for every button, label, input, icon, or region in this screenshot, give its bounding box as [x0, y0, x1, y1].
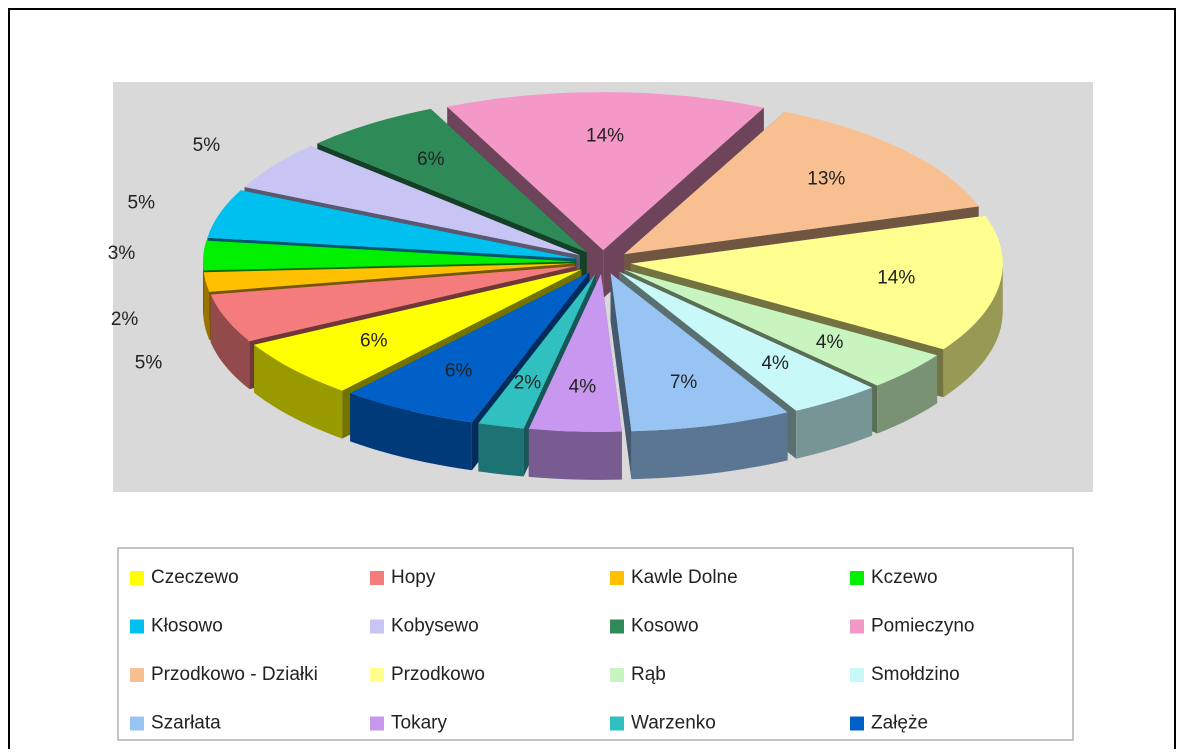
slice — [210, 266, 577, 342]
legend-label: Czeczewo — [151, 567, 239, 588]
legend-label: Rąb — [631, 664, 666, 685]
slice-side — [610, 273, 632, 480]
slice-wall — [203, 272, 210, 340]
legend-swatch — [130, 619, 144, 634]
slice-wall — [350, 393, 472, 471]
legend-swatch — [610, 571, 624, 585]
slice-wall — [210, 294, 250, 390]
data-label: 2% — [514, 372, 542, 393]
legend-swatch — [610, 668, 624, 682]
slice — [207, 190, 577, 259]
legend-label: Warzenko — [631, 713, 716, 734]
legend-label: Smołdzino — [871, 664, 960, 685]
legend-label: Kczewo — [871, 567, 938, 588]
data-label: 5% — [193, 135, 221, 156]
slice — [624, 111, 979, 255]
slice-wall — [528, 428, 622, 480]
legend-label: Kawle Dolne — [631, 567, 738, 588]
legend-label: Przodkowo — [391, 664, 485, 685]
slice-wall — [877, 355, 938, 434]
chart-border — [8, 8, 1176, 754]
legend-label: Tokary — [391, 713, 447, 734]
slice — [528, 273, 622, 432]
legend-label: Szarłata — [151, 713, 221, 734]
data-label: 6% — [417, 149, 445, 170]
legend-swatch — [370, 571, 384, 585]
legend-swatch — [130, 668, 144, 682]
slice — [447, 92, 764, 251]
slice-wall — [254, 344, 343, 439]
slice — [317, 108, 587, 253]
legend-label: Kosowo — [631, 616, 699, 637]
slice — [350, 272, 590, 423]
legend-swatch — [850, 668, 864, 682]
legend-label: Pomieczyno — [871, 616, 975, 637]
legend-swatch — [130, 716, 144, 731]
legend-label: Przodkowo - Działki — [151, 664, 318, 685]
slice-wall — [478, 423, 524, 477]
slice — [203, 240, 575, 271]
legend-swatch — [370, 668, 384, 682]
slice — [610, 273, 788, 432]
slice — [619, 271, 873, 411]
legend-swatch — [130, 571, 144, 585]
slice — [478, 273, 596, 429]
slice — [254, 269, 582, 391]
slice-wall — [796, 387, 873, 459]
legend-swatch — [850, 571, 864, 585]
slice — [624, 269, 938, 386]
slice — [244, 146, 580, 256]
legend-label: Kłosowo — [151, 616, 223, 637]
legend-label: Kobysewo — [391, 616, 479, 637]
data-label: 4% — [569, 376, 597, 397]
data-label: 14% — [877, 268, 915, 289]
data-label: 3% — [108, 243, 136, 264]
data-label: 4% — [816, 332, 844, 353]
legend-label: Załęże — [871, 713, 928, 734]
legend-swatch — [610, 619, 624, 634]
data-label: 6% — [360, 330, 388, 351]
data-label: 4% — [761, 353, 789, 374]
legend-swatch — [610, 716, 624, 731]
data-label: 5% — [135, 353, 163, 374]
data-label: 6% — [445, 361, 473, 382]
data-label: 14% — [586, 125, 624, 146]
legend-swatch — [370, 716, 384, 731]
data-label: 7% — [670, 372, 698, 393]
data-label: 13% — [807, 169, 845, 190]
legend-label: Hopy — [391, 567, 436, 588]
slice-wall — [203, 261, 204, 319]
data-label: 2% — [111, 309, 139, 330]
slice — [203, 263, 576, 292]
legend-swatch — [370, 619, 384, 634]
data-label: 5% — [128, 193, 156, 214]
legend-swatch — [850, 619, 864, 634]
slice-wall — [631, 412, 788, 480]
legend-swatch — [850, 716, 864, 731]
legend-box — [117, 547, 1074, 741]
slice-wall — [943, 263, 1003, 398]
slice — [630, 215, 1003, 350]
